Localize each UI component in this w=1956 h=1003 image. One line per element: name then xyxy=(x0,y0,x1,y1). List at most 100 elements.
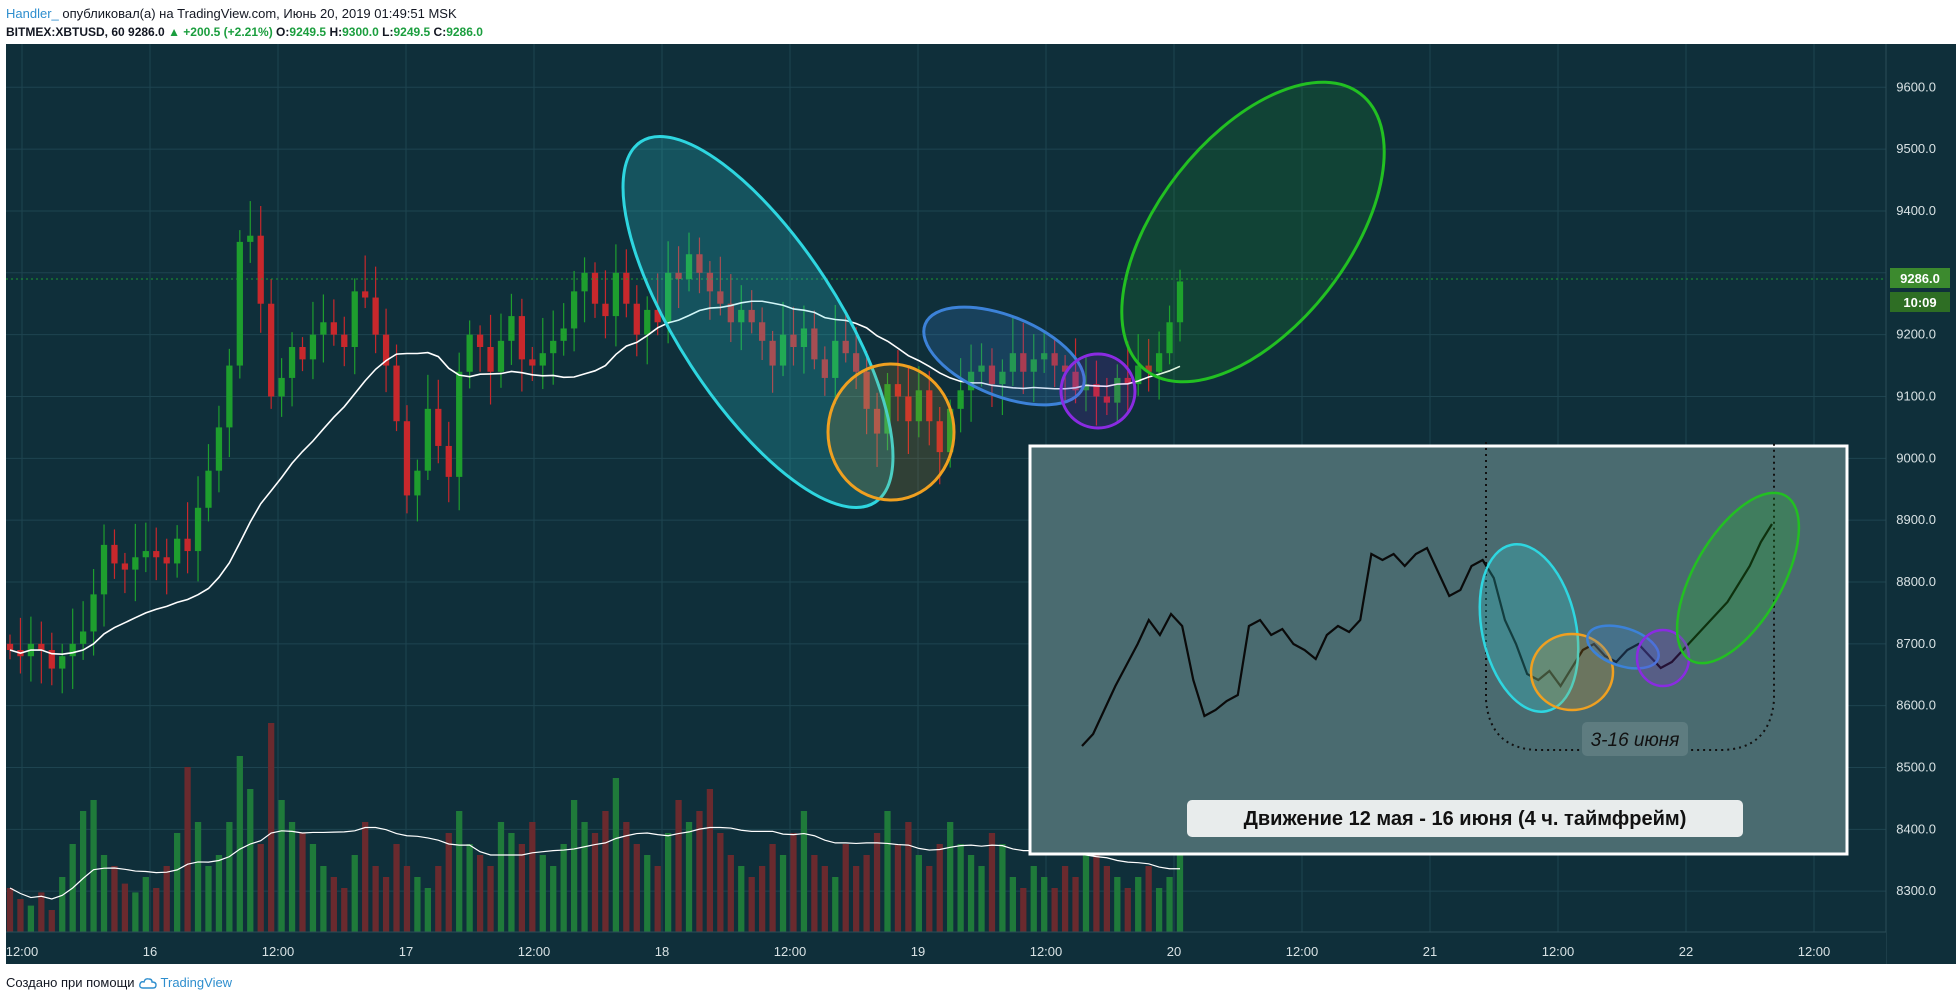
volume-bar xyxy=(967,855,975,932)
candle-body xyxy=(988,365,996,385)
low-value: 9249.5 xyxy=(393,25,431,39)
orange-ellipse[interactable] xyxy=(826,362,956,502)
volume-bar xyxy=(1176,855,1184,932)
candle-body xyxy=(194,507,202,552)
candle-body xyxy=(424,408,431,471)
volume-bar xyxy=(508,833,515,932)
volume-bar xyxy=(48,910,55,932)
volume-bar xyxy=(623,822,630,932)
candle-body xyxy=(539,353,546,366)
footer: Создано при помощи TradingView xyxy=(6,975,232,990)
volume-bar xyxy=(905,822,912,932)
time-tick-label: 12:00 xyxy=(774,944,807,959)
price-badge-text: 9286.0 xyxy=(1900,271,1940,286)
inset-panel[interactable]: 3-16 июня Движение 12 мая - 16 июня (4 ч… xyxy=(1028,442,1849,856)
candle-body xyxy=(163,557,170,564)
purple-ellipse[interactable] xyxy=(1059,352,1137,430)
candle-body xyxy=(59,656,66,669)
candle-body xyxy=(570,291,578,329)
volume-bar xyxy=(1051,888,1058,932)
volume-bar xyxy=(1082,855,1090,932)
volume-bar xyxy=(330,877,337,932)
time-tick-label: 12:00 xyxy=(1030,944,1063,959)
volume-bar xyxy=(174,833,181,932)
volume-bar xyxy=(591,833,599,932)
blue-ellipse[interactable] xyxy=(910,287,1098,425)
candle-body xyxy=(142,551,149,558)
candle-body xyxy=(999,371,1006,385)
volume-bar xyxy=(6,888,14,932)
candle-body xyxy=(769,340,776,366)
volume-bar xyxy=(215,855,223,932)
change-value: ▲ +200.5 (+2.21%) xyxy=(168,25,273,39)
candle-body xyxy=(591,272,599,304)
volume-bar xyxy=(1145,866,1152,932)
time-tick-label: 18 xyxy=(655,944,669,959)
time-tick-label: 22 xyxy=(1679,944,1693,959)
footer-brand-link[interactable]: TradingView xyxy=(160,975,233,990)
volume-bar xyxy=(90,800,97,932)
green-ellipse[interactable] xyxy=(1070,36,1435,429)
volume-bar xyxy=(842,844,849,932)
candle-body xyxy=(393,365,400,422)
inset-green-ellipse xyxy=(1675,491,1801,665)
candle-body xyxy=(905,396,912,422)
time-tick-label: 16 xyxy=(143,944,157,959)
volume-bar xyxy=(497,822,505,932)
close-label: C: xyxy=(433,25,447,39)
volume-bar xyxy=(539,855,546,932)
candle-body xyxy=(821,359,828,378)
candle-body xyxy=(320,322,327,335)
volume-bar xyxy=(957,844,964,932)
time-axis[interactable] xyxy=(6,932,1886,964)
candle-body xyxy=(330,322,337,335)
cyan-ellipse[interactable] xyxy=(574,98,942,546)
volume-bar xyxy=(111,866,118,932)
price-tick-label: 8900.0 xyxy=(1896,512,1936,527)
candle-body xyxy=(853,353,860,372)
candle-body xyxy=(1072,371,1079,391)
price-tick-label: 8600.0 xyxy=(1896,698,1936,713)
candle-body xyxy=(759,322,766,341)
tradingview-logo-icon[interactable] xyxy=(138,977,157,989)
volume-bar xyxy=(1093,844,1100,932)
volume-bar xyxy=(153,888,160,932)
candle-body xyxy=(1020,353,1027,372)
volume-bar xyxy=(884,811,891,932)
candle-body xyxy=(1009,353,1016,372)
volume-bar xyxy=(926,866,933,932)
price-badge xyxy=(1890,268,1950,288)
time-tick-label: 12:00 xyxy=(262,944,295,959)
price-tick-label: 8500.0 xyxy=(1896,760,1936,775)
inset-price-line xyxy=(1081,523,1773,747)
candle-body xyxy=(268,303,275,397)
candle-body xyxy=(1093,384,1100,397)
volume-bar xyxy=(268,723,275,932)
ohlc-line: BITMEX:XBTUSD, 60 9286.0 ▲ +200.5 (+2.21… xyxy=(6,23,483,42)
volume-bar xyxy=(873,833,881,932)
volume-bar xyxy=(560,844,567,932)
candle-body xyxy=(602,303,609,317)
candle-body xyxy=(247,235,254,242)
candle-body xyxy=(727,303,734,323)
candle-body xyxy=(1145,365,1152,372)
candle-body xyxy=(1082,384,1090,391)
high-value: 9300.0 xyxy=(342,25,379,39)
candle-body xyxy=(90,594,97,632)
volume-bar xyxy=(1072,877,1079,932)
time-tick-label: 12:00 xyxy=(1286,944,1319,959)
volume-bar xyxy=(257,844,264,932)
volume-bar xyxy=(27,905,35,932)
price-axis[interactable] xyxy=(1886,44,1956,964)
candle-body xyxy=(873,408,881,434)
author-link[interactable]: Handler_ xyxy=(6,6,59,21)
volume-bar xyxy=(299,833,306,932)
open-label: O: xyxy=(276,25,290,39)
time-tick-label: 12:00 xyxy=(518,944,551,959)
close-value: 9286.0 xyxy=(446,25,483,39)
candle-body xyxy=(664,272,672,323)
volume-bar xyxy=(393,844,400,932)
candle-body xyxy=(518,316,526,360)
volume-bar xyxy=(205,866,212,932)
